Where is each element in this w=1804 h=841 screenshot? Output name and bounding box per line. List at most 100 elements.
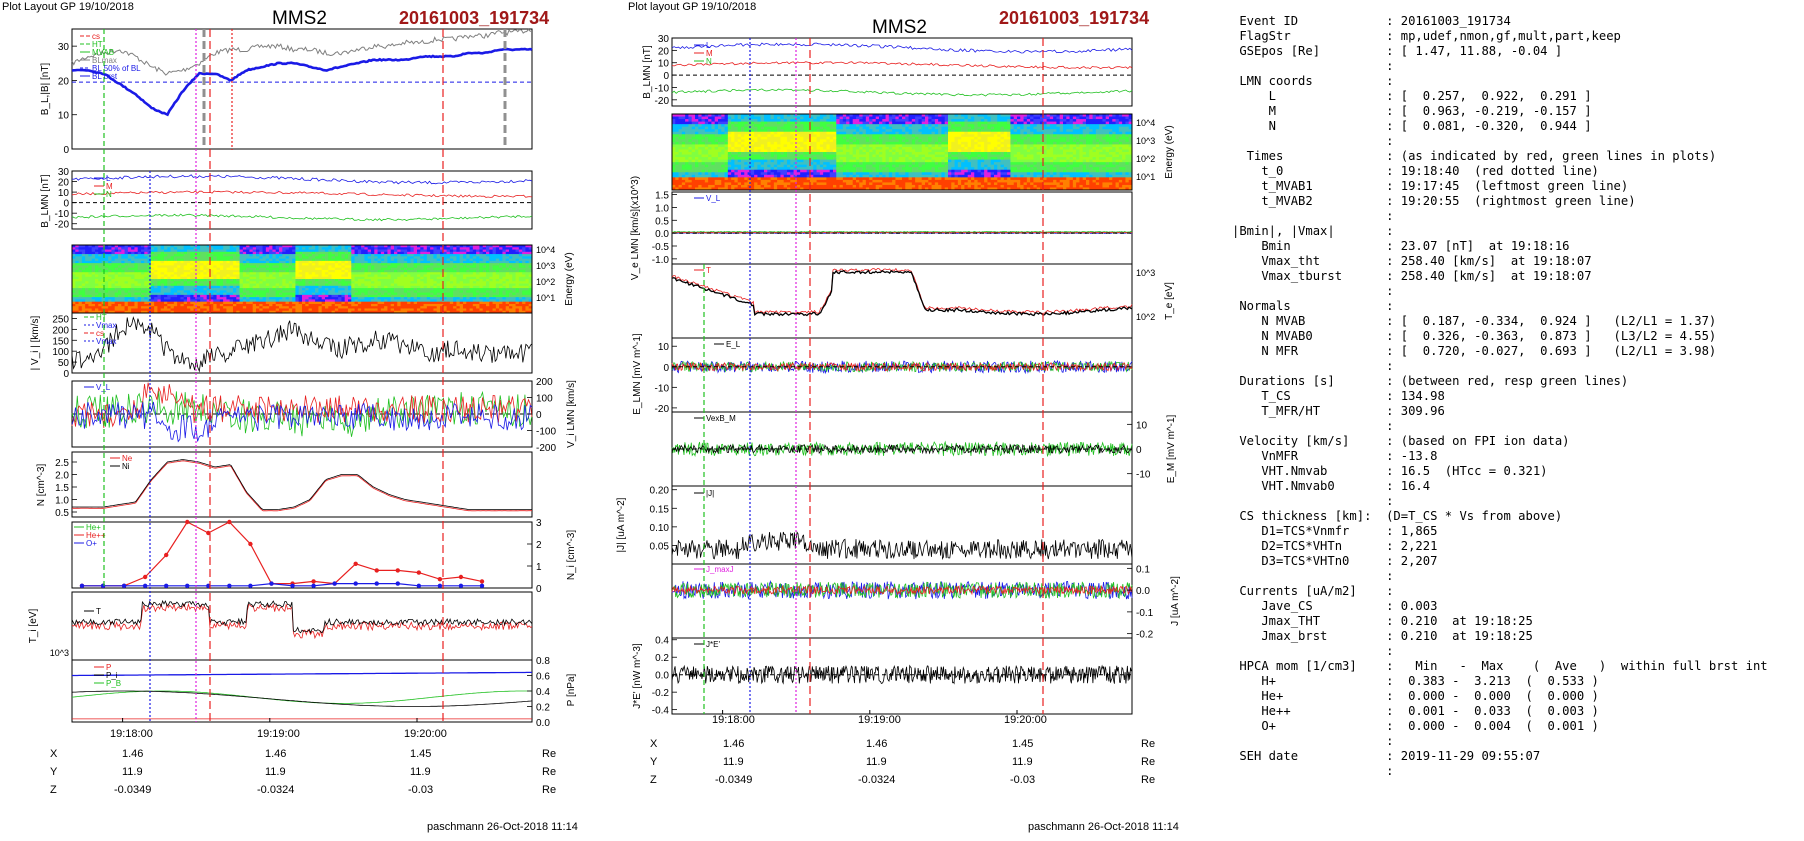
- spectrogram-cell: [692, 180, 696, 183]
- spectrogram-cell: [695, 170, 699, 173]
- spectrogram-cell: [725, 185, 729, 188]
- spectrogram-cell: [692, 182, 696, 185]
- spectrogram-cell: [108, 304, 112, 307]
- spectrogram-cell: [695, 144, 699, 147]
- spectrogram-cell: [675, 155, 679, 158]
- spectrogram-cell: [72, 270, 76, 273]
- spectrogram-cell: [728, 182, 732, 185]
- spectrogram-cell: [672, 172, 676, 175]
- spectrogram-cell: [705, 132, 709, 135]
- spectrogram-cell: [134, 270, 138, 273]
- spectrogram-cell: [672, 149, 676, 152]
- spectrogram-cell: [437, 286, 441, 289]
- panel-vi-tick-label: 100: [52, 347, 69, 358]
- spectrogram-cell: [92, 286, 96, 289]
- spectrogram-cell: [131, 304, 135, 307]
- panel-vi-legend-entry: Vmax: [96, 337, 116, 346]
- panel-vilmn-tick-label: -200: [536, 443, 556, 454]
- spectrogram-cell: [302, 270, 306, 273]
- spectrogram-cell: [128, 270, 132, 273]
- spectrogram-cell: [269, 304, 273, 307]
- spectrogram-cell: [731, 124, 735, 127]
- spectrogram-cell: [695, 122, 699, 125]
- spectrogram-cell: [167, 286, 171, 289]
- spectrogram-cell: [151, 304, 155, 307]
- spectrogram-cell: [675, 142, 679, 145]
- spectrogram-cell: [728, 175, 732, 178]
- spectrogram-cell: [725, 177, 729, 180]
- spectrogram-cell: [725, 124, 729, 127]
- spectrogram-cell: [118, 286, 122, 289]
- spectrogram-cell: [223, 270, 227, 273]
- spectrogram-cell: [721, 157, 725, 160]
- spectrogram-cell: [453, 304, 457, 307]
- spectrogram-cell: [190, 270, 194, 273]
- spectrogram-cell: [715, 182, 719, 185]
- spectrogram-cell: [685, 134, 689, 137]
- spectrogram-cell: [672, 162, 676, 165]
- spectrogram-cell: [493, 304, 497, 307]
- spectrogram-cell: [695, 117, 699, 120]
- spectrogram-cell: [708, 155, 712, 158]
- spectrogram-cell: [685, 162, 689, 165]
- spectrogram-cell: [688, 175, 692, 178]
- spectrogram-cell: [702, 152, 706, 155]
- spectrogram-cell: [711, 165, 715, 168]
- spectrogram-cell: [708, 185, 712, 188]
- spectrogram-cell: [725, 147, 729, 150]
- series-L: [72, 175, 532, 184]
- spectrogram-cell: [679, 147, 683, 150]
- spectrogram-cell: [246, 286, 250, 289]
- spectrogram-cell: [698, 117, 702, 120]
- spectrogram-cell: [447, 270, 451, 273]
- spectrogram-cell: [105, 286, 109, 289]
- spectrogram-cell: [685, 129, 689, 132]
- panel-vilmn-tick-label: -100: [536, 427, 556, 438]
- panel-blmn-tick-label: 10: [58, 188, 70, 199]
- spectrogram-cell: [276, 286, 280, 289]
- panel-ti-ylabel: T_i [eV]: [28, 609, 39, 644]
- spectrogram-cell: [702, 177, 706, 180]
- spectrogram-cell: [721, 170, 725, 173]
- spectrogram-cell: [688, 165, 692, 168]
- spectrogram-cell: [728, 157, 732, 160]
- spectrogram-cell: [378, 304, 382, 307]
- spectrogram-cell: [240, 270, 244, 273]
- spectrogram-cell: [263, 304, 267, 307]
- spectrogram-cell: [187, 304, 191, 307]
- spectrogram-cell: [407, 286, 411, 289]
- spectrogram-cell: [725, 165, 729, 168]
- spectrogram-cell: [675, 137, 679, 140]
- spectrogram-cell: [682, 167, 686, 170]
- spectrogram-cell: [708, 144, 712, 147]
- spectrogram-cell: [679, 144, 683, 147]
- spectrogram-cell: [266, 270, 270, 273]
- spectrogram-cell: [679, 172, 683, 175]
- spectrogram-cell: [718, 160, 722, 163]
- panel-bl-tick-label: 10: [58, 111, 70, 122]
- spectrogram-cell: [692, 127, 696, 130]
- spectrogram-cell: [397, 304, 401, 307]
- spectrogram-cell: [512, 270, 516, 273]
- spectrogram-cell: [675, 124, 679, 127]
- spectrogram-cell: [715, 170, 719, 173]
- spectrogram-cell: [688, 144, 692, 147]
- spectrogram-cell: [453, 270, 457, 273]
- panel-bl-frame: [72, 29, 532, 149]
- spectrogram-cell: [672, 124, 676, 127]
- spectrogram-cell: [728, 180, 732, 183]
- spectrogram-cell: [725, 167, 729, 170]
- panel-r-blmn-tick-label: -10: [655, 83, 670, 94]
- spectrogram-cell: [335, 304, 339, 307]
- spectrogram-cell: [98, 270, 102, 273]
- spectrogram-cell: [672, 175, 676, 178]
- spectrogram-cell: [279, 270, 283, 273]
- spectrogram-cell: [715, 152, 719, 155]
- spectrogram-cell: [282, 270, 286, 273]
- spectrogram-cell: [731, 122, 735, 125]
- spectrogram-cell: [692, 132, 696, 135]
- spectrogram-cell: [711, 167, 715, 170]
- spectrogram-cell: [447, 304, 451, 307]
- spectrogram-cell: [519, 286, 523, 289]
- spectrogram-cell: [387, 286, 391, 289]
